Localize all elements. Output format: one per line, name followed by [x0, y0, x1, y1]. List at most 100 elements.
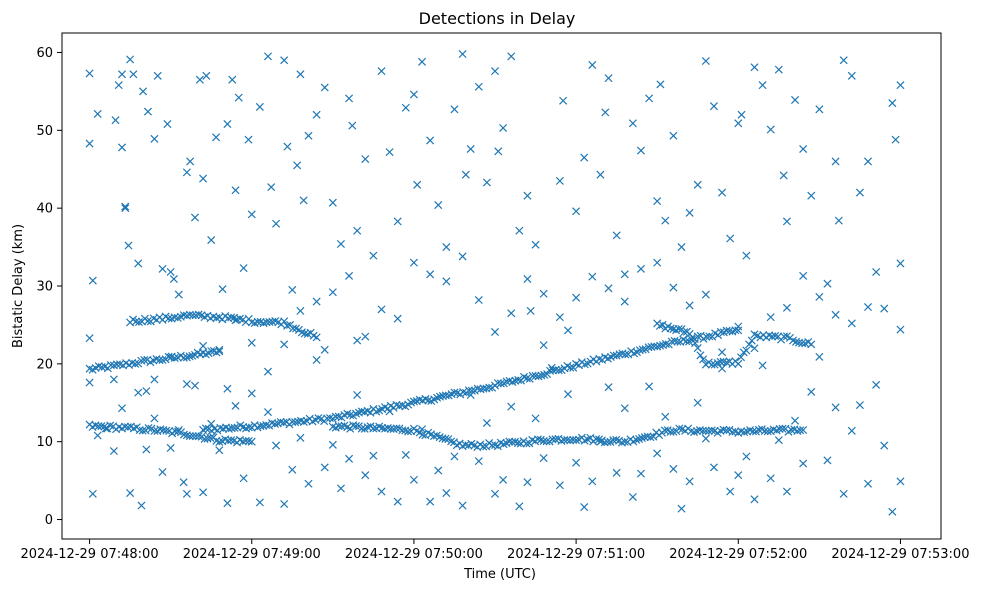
data-point	[458, 252, 467, 261]
data-point	[169, 274, 178, 284]
data-point	[513, 439, 522, 448]
data-point	[496, 379, 505, 388]
data-point	[628, 119, 637, 128]
data-point	[97, 363, 106, 372]
data-point	[143, 317, 152, 326]
data-point	[637, 434, 646, 443]
data-point	[166, 443, 175, 452]
data-point	[737, 427, 746, 436]
data-point	[409, 90, 418, 99]
data-point	[270, 419, 279, 429]
data-point	[675, 424, 684, 433]
data-point	[353, 336, 362, 345]
data-point	[401, 103, 410, 112]
data-point	[227, 436, 236, 445]
chart-title: Detections in Delay	[419, 9, 576, 28]
data-point	[392, 424, 401, 433]
data-point	[158, 356, 167, 365]
data-point	[799, 459, 808, 468]
data-point	[369, 424, 378, 433]
data-point	[182, 353, 191, 362]
data-point	[120, 422, 129, 431]
data-point	[153, 71, 162, 80]
data-point	[872, 267, 881, 277]
data-point	[207, 236, 216, 245]
data-point	[722, 358, 731, 367]
data-point	[369, 251, 378, 260]
data-point	[533, 435, 542, 444]
data-point	[164, 352, 173, 361]
data-point	[442, 243, 451, 252]
data-point	[693, 180, 702, 189]
data-point	[661, 412, 670, 421]
data-point	[745, 340, 754, 349]
data-point	[450, 105, 459, 114]
data-point	[158, 468, 167, 477]
data-point	[547, 363, 556, 372]
data-point	[693, 398, 702, 407]
data-point	[336, 239, 345, 248]
data-point	[719, 425, 728, 434]
data-point	[880, 304, 889, 313]
data-point	[693, 344, 702, 353]
data-point	[572, 436, 581, 445]
data-point	[490, 489, 500, 498]
data-point	[150, 414, 159, 423]
y-axis: 0 10 20 30 40 50 60	[36, 46, 62, 528]
data-point	[418, 425, 427, 434]
data-point	[638, 345, 647, 354]
data-point	[126, 55, 135, 64]
data-point	[166, 267, 175, 277]
data-point	[522, 439, 531, 448]
data-point	[263, 367, 272, 376]
data-point	[823, 456, 832, 465]
data-point	[212, 313, 221, 322]
data-point	[191, 311, 200, 320]
data-point	[559, 96, 568, 105]
data-point	[612, 468, 621, 477]
data-point	[482, 178, 491, 187]
data-point	[696, 351, 705, 360]
data-point	[779, 171, 788, 180]
data-point	[888, 507, 897, 516]
data-point	[766, 474, 775, 483]
data-point	[247, 437, 256, 446]
data-point	[748, 427, 758, 436]
data-point	[750, 63, 759, 72]
x-tick-label: 2024-12-29 07:52:00	[669, 547, 807, 562]
data-point	[604, 74, 613, 83]
data-point	[539, 341, 548, 350]
data-point	[685, 477, 694, 486]
data-point	[276, 417, 285, 427]
data-point	[280, 340, 289, 349]
data-point	[669, 427, 678, 436]
data-point	[880, 441, 889, 450]
data-point	[85, 334, 94, 343]
data-point	[669, 131, 678, 140]
data-point	[230, 423, 239, 432]
data-point	[718, 348, 727, 357]
data-point	[185, 352, 194, 361]
data-point	[526, 306, 535, 315]
x-tick-label: 2024-12-29 07:50:00	[345, 547, 483, 562]
data-point	[314, 414, 323, 423]
data-point	[760, 426, 769, 436]
data-point	[563, 390, 573, 399]
data-point	[863, 479, 873, 488]
data-point	[143, 107, 152, 116]
data-point	[604, 284, 613, 293]
data-point	[539, 454, 548, 463]
data-point	[592, 435, 601, 444]
data-point	[409, 397, 418, 406]
data-point	[114, 81, 123, 90]
data-point	[138, 426, 147, 435]
data-point	[691, 339, 700, 348]
data-point	[93, 109, 102, 118]
data-point	[336, 484, 345, 493]
data-point	[742, 251, 751, 260]
data-point	[831, 310, 840, 319]
data-point	[140, 356, 149, 365]
data-point	[726, 487, 735, 496]
data-point	[131, 317, 141, 326]
